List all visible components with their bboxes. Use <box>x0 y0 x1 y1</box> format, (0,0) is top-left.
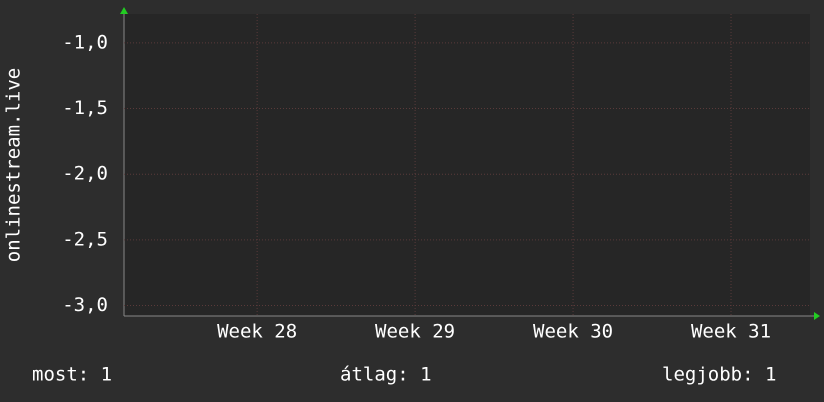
legend-entry: átlag: 1 <box>340 364 432 386</box>
x-arrow <box>814 312 820 320</box>
y-tick-label: -2,5 <box>62 228 108 250</box>
x-tick-label: Week 30 <box>533 321 613 343</box>
y-axis-label: onlinestream.live <box>3 68 25 262</box>
y-tick-label: -1,5 <box>62 97 108 119</box>
y-tick-label: -2,0 <box>62 163 108 185</box>
plot-area <box>124 14 810 316</box>
y-tick-label: -1,0 <box>62 31 108 53</box>
y-tick-label: -3,0 <box>62 294 108 316</box>
x-tick-label: Week 29 <box>375 321 455 343</box>
x-tick-label: Week 31 <box>691 321 771 343</box>
y-arrow <box>120 7 128 14</box>
legend-entry: legjobb: 1 <box>662 364 776 386</box>
legend-entry: most: 1 <box>32 364 112 386</box>
x-tick-label: Week 28 <box>217 321 297 343</box>
